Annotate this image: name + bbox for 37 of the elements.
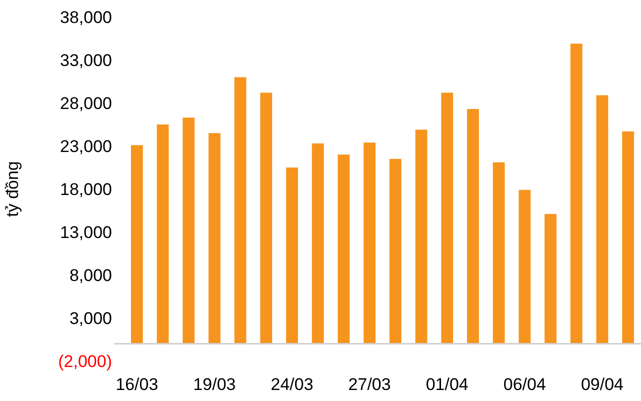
y-tick-label: 28,000 — [60, 94, 112, 113]
bar — [544, 214, 556, 344]
bar — [518, 190, 531, 344]
bar — [364, 142, 376, 344]
x-tick-label: 16/03 — [116, 375, 158, 394]
x-tick-label: 09/04 — [580, 375, 624, 394]
bar — [492, 162, 505, 344]
bar — [622, 131, 634, 344]
bar — [441, 92, 454, 344]
bar — [234, 77, 246, 344]
bar — [415, 130, 428, 344]
bar — [260, 92, 272, 344]
y-tick-label: 23,000 — [60, 136, 112, 156]
bar — [286, 168, 298, 344]
bar — [338, 154, 350, 344]
y-tick-label: 38,000 — [60, 8, 112, 27]
bar — [156, 124, 169, 344]
x-tick-label: 06/04 — [503, 375, 546, 394]
bar — [467, 109, 479, 344]
bar — [130, 145, 143, 344]
y-tick-label: 13,000 — [60, 222, 112, 242]
bar — [570, 44, 582, 344]
y-tick-label: 3,000 — [69, 308, 112, 328]
bar — [182, 118, 195, 344]
x-tick-label: 24/03 — [270, 375, 314, 394]
y-tick-label: (2,000) — [58, 352, 112, 371]
x-tick-label: 27/03 — [348, 375, 391, 394]
y-tick-label: 33,000 — [60, 50, 112, 70]
bar — [389, 158, 402, 344]
x-tick-label: 01/04 — [426, 375, 468, 394]
bar — [312, 143, 324, 344]
x-tick-label: 19/03 — [193, 375, 236, 394]
bar — [208, 133, 220, 344]
bar — [596, 95, 608, 344]
y-tick-label: 18,000 — [60, 180, 112, 199]
y-axis-title: tỷ đồng — [3, 161, 22, 217]
y-tick-label: 8,000 — [69, 266, 112, 285]
